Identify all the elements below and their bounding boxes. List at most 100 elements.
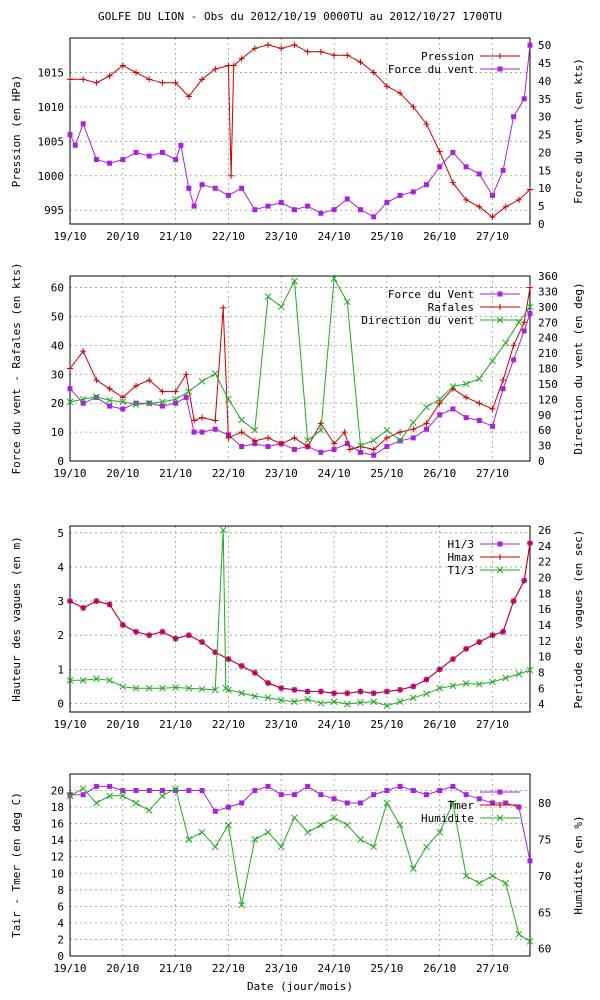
y-right-tick-label: 360 — [538, 270, 558, 283]
x-tick-label: 24/10 — [318, 718, 351, 731]
data-point — [450, 783, 456, 789]
data-point — [370, 69, 377, 76]
data-point — [225, 62, 232, 69]
data-point — [93, 598, 100, 605]
data-point — [331, 440, 338, 447]
data-point — [383, 799, 391, 807]
data-point — [330, 698, 338, 706]
legend-marker — [496, 566, 504, 574]
data-point — [159, 628, 166, 635]
data-point — [357, 449, 363, 455]
data-point — [370, 446, 377, 453]
data-point — [199, 788, 205, 794]
y-left-tick-label: 6 — [57, 900, 64, 913]
y-right-tick-label: 75 — [538, 834, 551, 847]
data-point — [317, 688, 324, 695]
data-point — [133, 149, 139, 155]
x-tick-label: 27/10 — [476, 467, 509, 480]
data-point — [463, 415, 469, 421]
data-point — [397, 783, 403, 789]
data-point — [93, 79, 100, 86]
data-point — [397, 90, 404, 97]
data-point — [185, 388, 193, 395]
data-point — [371, 214, 377, 220]
legend-marker — [497, 291, 503, 297]
y-left-tick-label: 12 — [51, 851, 64, 864]
y-left-tick-label: 0 — [57, 455, 64, 468]
data-point — [371, 792, 377, 798]
data-point — [251, 836, 259, 843]
data-point — [183, 371, 190, 378]
data-point — [357, 800, 363, 806]
data-point — [489, 872, 496, 880]
y-right-axis-label: Direction du vent (en deg) — [572, 282, 585, 454]
data-point — [343, 821, 351, 829]
data-point — [489, 632, 496, 639]
data-point — [80, 348, 87, 355]
data-point — [67, 365, 73, 372]
data-point — [265, 203, 271, 209]
y-right-tick-label: 35 — [538, 93, 551, 106]
data-point — [463, 645, 470, 652]
data-point — [304, 828, 312, 836]
data-point — [396, 437, 404, 444]
data-point — [146, 153, 152, 159]
data-point — [476, 400, 483, 407]
legend-label: Force du Vent — [388, 288, 474, 301]
data-point — [437, 164, 443, 170]
y-right-tick-label: 45 — [538, 57, 551, 70]
data-point — [185, 684, 193, 692]
legend-marker — [496, 814, 504, 822]
data-point — [106, 676, 113, 684]
data-point — [120, 157, 126, 163]
data-point — [357, 207, 363, 213]
y-right-tick-label: 330 — [538, 285, 558, 298]
data-point — [133, 628, 140, 635]
data-point — [291, 434, 298, 441]
x-axis-label: Date (jour/mois) — [247, 980, 353, 993]
data-point — [67, 386, 73, 392]
data-point — [106, 385, 113, 392]
data-point — [225, 192, 231, 198]
data-point — [502, 203, 509, 210]
x-tick-label: 25/10 — [370, 467, 403, 480]
data-point — [159, 788, 165, 794]
data-point — [291, 207, 297, 213]
data-point — [225, 656, 232, 663]
data-point — [145, 807, 153, 814]
data-point — [500, 628, 507, 635]
data-point — [67, 76, 73, 83]
data-point — [107, 160, 113, 166]
data-point — [265, 679, 272, 686]
data-point — [515, 196, 522, 203]
data-point — [291, 814, 298, 822]
data-point — [80, 604, 87, 611]
data-point — [370, 690, 377, 697]
data-point — [489, 678, 496, 686]
y-left-tick-label: 18 — [51, 801, 64, 814]
y-right-tick-label: 80 — [538, 797, 551, 810]
data-point — [211, 370, 219, 377]
data-point — [239, 444, 245, 450]
data-point — [304, 695, 312, 703]
data-point — [521, 577, 528, 584]
data-point — [304, 443, 311, 450]
data-point — [278, 685, 285, 692]
data-point — [212, 66, 219, 72]
y-left-tick-label: 40 — [51, 339, 64, 352]
data-point — [527, 186, 533, 193]
data-point — [330, 814, 338, 822]
data-point — [251, 437, 258, 444]
y-left-tick-label: 20 — [51, 785, 64, 798]
data-point — [490, 423, 496, 429]
data-point — [66, 676, 74, 684]
data-point — [511, 114, 517, 120]
data-point — [172, 388, 179, 395]
data-point — [423, 420, 430, 427]
y-right-tick-label: 10 — [538, 651, 551, 664]
data-point — [93, 377, 100, 384]
y-left-tick-label: 2 — [57, 933, 64, 946]
data-point — [199, 639, 206, 646]
data-point — [304, 48, 311, 55]
legend-marker — [497, 554, 503, 560]
